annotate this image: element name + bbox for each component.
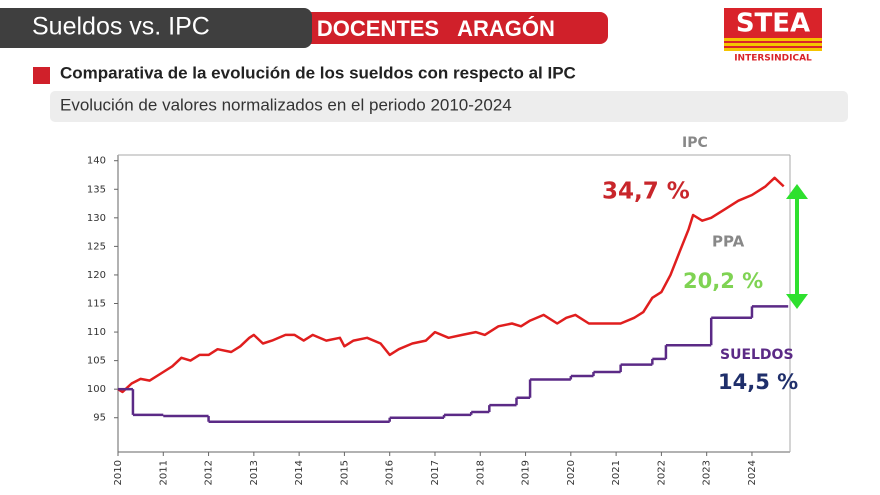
y-tick-label: 115 bbox=[87, 299, 106, 310]
chart-subtitle: Evolución de valores normalizados en el … bbox=[60, 95, 512, 114]
x-tick-label: 2023 bbox=[702, 460, 713, 485]
section-marker bbox=[33, 67, 50, 84]
x-tick-label: 2022 bbox=[656, 460, 667, 485]
tab-title: Sueldos vs. IPC bbox=[32, 13, 210, 41]
annotation: PPA bbox=[712, 233, 745, 251]
logo: STEA INTERSINDICAL bbox=[724, 8, 822, 64]
tag: DOCENTES bbox=[317, 16, 439, 41]
x-tick-label: 2020 bbox=[566, 460, 577, 485]
annotation: IPC bbox=[682, 135, 708, 151]
x-tick-label: 2010 bbox=[113, 460, 124, 485]
y-tick-label: 130 bbox=[87, 213, 106, 224]
annotation: 34,7 % bbox=[602, 179, 690, 205]
chart-title: Comparativa de la evolución de los sueld… bbox=[60, 63, 576, 82]
tag: ARAGÓN bbox=[457, 16, 555, 41]
x-tick-label: 2012 bbox=[204, 460, 215, 485]
logo-stripe bbox=[724, 46, 822, 48]
x-tick-label: 2014 bbox=[294, 460, 305, 485]
logo-stripes bbox=[724, 38, 822, 51]
plot: 95 100 105 110 115 120 125 130 135 140 2010 2011 201… bbox=[87, 154, 791, 485]
annotation: 20,2 % bbox=[683, 269, 763, 293]
tab bbox=[0, 8, 312, 48]
x-tick-label: 2018 bbox=[475, 460, 486, 485]
x-tick-label: 2024 bbox=[747, 460, 758, 485]
subtitle-box bbox=[50, 91, 848, 122]
logo-stripe bbox=[724, 41, 822, 43]
y-tick-label: 95 bbox=[93, 413, 106, 424]
x-tick-label: 2019 bbox=[521, 460, 532, 485]
y-tick-label: 120 bbox=[87, 270, 106, 281]
logo-sub: INTERSINDICAL bbox=[734, 54, 812, 64]
x-tick-label: 2017 bbox=[430, 460, 441, 485]
x-tick-label: 2011 bbox=[158, 460, 169, 485]
x-tick-label: 2013 bbox=[249, 460, 260, 485]
y-tick-label: 105 bbox=[87, 356, 106, 367]
y-tick-label: 100 bbox=[87, 384, 106, 395]
x-tick-label: 2021 bbox=[611, 460, 622, 485]
series-line bbox=[117, 176, 785, 394]
logo-box bbox=[724, 8, 822, 38]
tag-bar bbox=[300, 12, 608, 44]
annotation: SUELDOS bbox=[720, 347, 794, 363]
logo-text: STEA bbox=[736, 9, 810, 39]
annotation: 14,5 % bbox=[718, 370, 798, 394]
x-tick-label: 2016 bbox=[385, 460, 396, 485]
arrow-head bbox=[786, 184, 808, 199]
y-tick-label: 110 bbox=[87, 327, 106, 338]
y-tick-label: 135 bbox=[87, 184, 106, 195]
y-tick-label: 125 bbox=[87, 241, 106, 252]
ppa-arrow bbox=[786, 184, 808, 309]
arrow-head bbox=[786, 294, 808, 309]
y-tick-label: 140 bbox=[87, 156, 106, 167]
x-tick-label: 2015 bbox=[339, 460, 350, 485]
